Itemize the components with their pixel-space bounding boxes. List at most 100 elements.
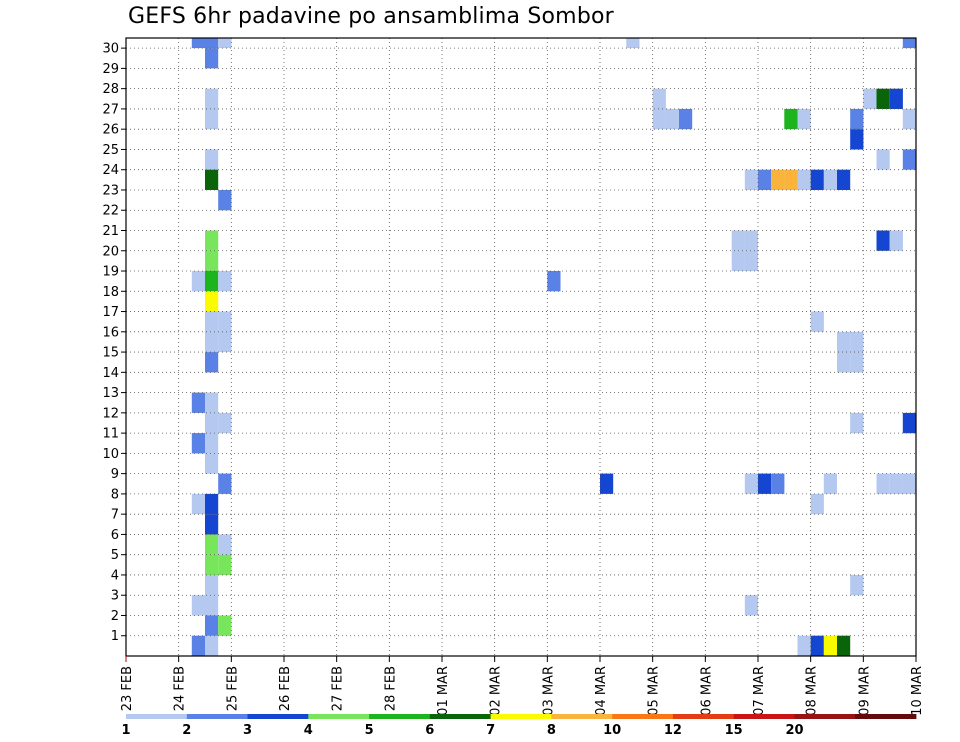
heatmap-cell [205,412,219,434]
heatmap-cell [902,473,916,494]
heatmap-cell [837,635,851,656]
heatmap-cell [652,88,666,109]
heatmap-cell [218,473,232,494]
y-tick-label: 4 [111,568,119,583]
heatmap-cell [205,392,219,413]
legend-swatch [672,714,735,719]
x-tick-label: 04 MAR [594,666,609,716]
y-tick-label: 30 [102,42,119,57]
heatmap-cell [744,473,758,494]
heatmap-cell [876,88,890,109]
heatmap-cell [850,331,864,353]
heatmap-cell [218,412,232,434]
heatmap-cell [784,108,798,130]
legend-swatch [126,714,188,719]
x-tick-label: 07 MAR [752,666,767,716]
heatmap-cell [191,38,205,49]
legend-label: 1 [121,723,130,738]
y-tick-label: 17 [102,305,119,320]
heatmap-cell [784,169,798,190]
x-tick-label: 26 FEB [278,666,293,711]
heatmap-cell [889,473,903,494]
heatmap-cell [205,331,219,353]
x-tick-label: 08 MAR [805,666,820,716]
heatmap-cell [850,129,864,150]
heatmap-cell [205,635,219,656]
heatmap-cell [191,493,205,515]
heatmap-cell [626,38,640,49]
y-tick-label: 6 [111,528,119,543]
legend-label: 12 [664,723,682,738]
chart-title: GEFS 6hr padavine po ansamblima Sombor [128,4,614,29]
heatmap-cell [744,595,758,616]
heatmap-cell [810,635,824,656]
legend-label: 3 [243,723,252,738]
y-tick-label: 10 [102,447,119,462]
x-tick-label: 28 FEB [383,666,398,711]
heatmap-cell [850,412,864,434]
grid-layer [126,38,916,656]
y-tick-label: 25 [102,143,119,158]
heatmap-cell [902,412,916,434]
heatmap-cell [205,291,219,312]
heatmap-cell [218,534,232,555]
heatmap-cell [205,88,219,109]
heatmap-cell [744,230,758,251]
x-tick-label: 06 MAR [699,666,714,716]
heatmap-cell [876,473,890,494]
x-tick-label: 05 MAR [647,666,662,716]
heatmap-cell [902,38,916,49]
y-tick-label: 19 [102,265,119,280]
legend-label: 7 [486,723,495,738]
legend-swatch [429,714,491,719]
heatmap-cell [191,271,205,292]
heatmap-cell [205,534,219,555]
y-tick-label: 1 [111,629,119,644]
legend-swatch [551,714,613,719]
y-tick-label: 20 [102,244,119,259]
y-tick-label: 29 [102,62,119,77]
heatmap-cell [205,514,219,535]
x-tick-label: 02 MAR [489,666,504,716]
y-tick-label: 3 [111,589,119,604]
heatmap-cell [863,88,877,109]
y-tick-label: 28 [102,82,119,97]
heatmap-cell [797,635,811,656]
heatmap-cell [797,108,811,130]
heatmap-cell [205,48,219,69]
legend-label: 8 [547,723,556,738]
heatmap-cell [218,615,232,636]
heatmap-cell [205,230,219,251]
heatmap-cell [205,271,219,292]
y-tick-label: 21 [102,224,119,239]
heatmap-cell [652,108,666,130]
legend-swatch [612,714,674,719]
heatmap-cell [218,271,232,292]
legend-label: 2 [182,723,191,738]
heatmap-cell [823,635,837,656]
heatmap-cell [889,230,903,251]
y-tick-label: 2 [111,609,119,624]
heatmap-cell [205,554,219,575]
heatmap-cell [771,169,785,190]
y-tick-label: 7 [111,508,119,523]
heatmap-cell [876,230,890,251]
heatmap-cell [205,311,219,332]
heatmap-cell [191,635,205,656]
y-tick-label: 26 [102,123,119,138]
cells-layer [191,38,916,656]
heatmap-cell [205,433,219,454]
heatmap-cell [823,473,837,494]
heatmap-cell [850,108,864,130]
heatmap-cell [205,453,219,474]
heatmap-cell [758,473,772,494]
x-tick-label: 09 MAR [857,666,872,716]
legend-swatch [855,714,917,719]
x-tick-label: 01 MAR [436,666,451,716]
heatmap-cell [547,271,561,292]
y-tick-label: 11 [102,427,119,442]
heatmap-cell [205,493,219,515]
x-axis: 23 FEB 24 FEB 25 FEB 26 FEB 27 FEB 28 FEB 01 M… [120,656,925,716]
